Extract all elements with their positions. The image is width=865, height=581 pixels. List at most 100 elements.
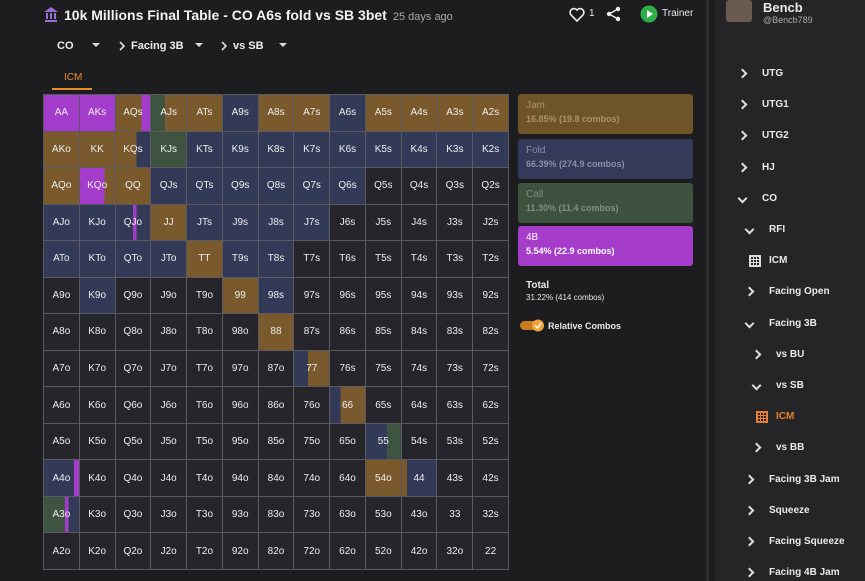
- hand-cell[interactable]: KJo: [78, 203, 116, 242]
- hand-cell[interactable]: K8o: [78, 313, 116, 351]
- hand-cell[interactable]: JTo: [150, 240, 188, 278]
- hand-cell[interactable]: AJs: [150, 94, 188, 132]
- hand-cell[interactable]: 32o: [436, 532, 474, 570]
- hand-cell[interactable]: KK: [78, 130, 116, 169]
- hand-cell[interactable]: 43s: [436, 459, 474, 497]
- hand-cell[interactable]: 42s: [472, 459, 509, 497]
- hand-cell[interactable]: ATs: [186, 94, 223, 132]
- hand-cell[interactable]: J4o: [150, 459, 188, 497]
- hand-cell[interactable]: 87o: [257, 349, 295, 388]
- hand-cell[interactable]: 72s: [472, 349, 509, 388]
- hand-cell[interactable]: 97s: [293, 276, 331, 315]
- hand-cell[interactable]: T9s: [221, 240, 259, 278]
- hand-cell[interactable]: 95o: [221, 422, 259, 461]
- sidebar-item[interactable]: UTG: [762, 68, 784, 79]
- hand-cell[interactable]: KQo: [78, 167, 116, 205]
- hand-cell[interactable]: Q6o: [114, 386, 152, 424]
- hand-cell[interactable]: JJ: [150, 203, 188, 242]
- hand-cell[interactable]: K7s: [293, 130, 331, 169]
- hand-cell[interactable]: Q9o: [114, 276, 152, 315]
- hand-cell[interactable]: A6o: [43, 386, 80, 424]
- trainer-label[interactable]: Trainer: [662, 8, 694, 19]
- hand-cell[interactable]: K5s: [364, 130, 402, 169]
- hand-cell[interactable]: 77: [293, 349, 331, 388]
- hand-cell[interactable]: JTs: [186, 203, 223, 242]
- sidebar-item[interactable]: UTG2: [762, 130, 789, 142]
- hand-cell[interactable]: Q4s: [400, 167, 438, 205]
- hand-cell[interactable]: 86o: [257, 386, 295, 424]
- hand-cell[interactable]: J3s: [436, 203, 474, 242]
- hand-cell[interactable]: 94o: [221, 459, 259, 497]
- hand-cell[interactable]: TT: [186, 240, 223, 278]
- hand-cell[interactable]: 65s: [364, 386, 402, 424]
- hand-cell[interactable]: 75s: [364, 349, 402, 388]
- filter[interactable]: Facing 3B: [131, 40, 184, 52]
- hand-cell[interactable]: Q8o: [114, 313, 152, 351]
- toggle[interactable]: [520, 319, 546, 332]
- hand-cell[interactable]: K8s: [257, 130, 295, 169]
- hand-cell[interactable]: K6o: [78, 386, 116, 424]
- hand-cell[interactable]: A9s: [221, 94, 259, 132]
- sidebar-item[interactable]: ICM: [776, 411, 795, 423]
- sidebar-item[interactable]: ICM: [769, 255, 788, 267]
- hand-cell[interactable]: 73s: [436, 349, 474, 388]
- hand-cell[interactable]: Q2o: [114, 532, 152, 570]
- sidebar-item[interactable]: RFI: [769, 224, 786, 235]
- hand-cell[interactable]: A8s: [257, 94, 295, 132]
- sidebar-item[interactable]: Facing 3B Jam: [769, 473, 840, 485]
- hand-cell[interactable]: J7s: [293, 203, 331, 242]
- hand-cell[interactable]: 53o: [364, 495, 402, 534]
- action-box[interactable]: Call 11.30% (11.4 combos): [518, 183, 693, 223]
- hand-cell[interactable]: 62s: [472, 386, 509, 424]
- hand-cell[interactable]: 72o: [293, 532, 331, 570]
- hand-cell[interactable]: K6s: [329, 130, 366, 169]
- hand-cell[interactable]: Q9s: [221, 167, 259, 205]
- hand-cell[interactable]: A2o: [43, 532, 80, 570]
- hand-cell[interactable]: 54o: [364, 459, 402, 497]
- hand-cell[interactable]: Q3o: [114, 495, 152, 534]
- hand-cell[interactable]: 87s: [293, 313, 331, 351]
- hand-cell[interactable]: ATo: [43, 240, 80, 278]
- hand-cell[interactable]: 85o: [257, 422, 295, 461]
- hand-cell[interactable]: 93o: [221, 495, 259, 534]
- hand-cell[interactable]: T2s: [472, 240, 509, 278]
- hand-cell[interactable]: 66: [329, 386, 366, 424]
- hand-cell[interactable]: KTs: [186, 130, 223, 169]
- hand-cell[interactable]: T5s: [364, 240, 402, 278]
- hand-cell[interactable]: 83o: [257, 495, 295, 534]
- hand-cell[interactable]: KJs: [150, 130, 188, 169]
- hand-cell[interactable]: AQs: [114, 94, 152, 132]
- hand-cell[interactable]: A8o: [43, 313, 80, 351]
- hand-cell[interactable]: QJs: [150, 167, 188, 205]
- hand-cell[interactable]: 98s: [257, 276, 295, 315]
- filter[interactable]: CO: [57, 40, 74, 52]
- hand-cell[interactable]: A4o: [43, 459, 80, 497]
- hand-cell[interactable]: K2s: [472, 130, 509, 169]
- hand-cell[interactable]: J3o: [150, 495, 188, 534]
- hand-cell[interactable]: A3s: [436, 94, 474, 132]
- hand-cell[interactable]: 92o: [221, 532, 259, 570]
- hand-cell[interactable]: 83s: [436, 313, 474, 351]
- hand-cell[interactable]: 54s: [400, 422, 438, 461]
- action-box[interactable]: Fold 66.39% (274.9 combos): [518, 139, 693, 179]
- sidebar-item[interactable]: vs BU: [776, 348, 805, 360]
- hand-cell[interactable]: J2o: [150, 532, 188, 570]
- hand-cell[interactable]: T3o: [186, 495, 223, 534]
- sidebar-item[interactable]: UTG1: [762, 99, 789, 111]
- hand-cell[interactable]: T7o: [186, 349, 223, 388]
- hand-cell[interactable]: T7s: [293, 240, 331, 278]
- hand-cell[interactable]: A5o: [43, 422, 80, 461]
- hand-cell[interactable]: 44: [400, 459, 438, 497]
- hand-cell[interactable]: Q2s: [472, 167, 509, 205]
- hand-cell[interactable]: 93s: [436, 276, 474, 315]
- hand-cell[interactable]: J5o: [150, 422, 188, 461]
- filter[interactable]: vs SB: [233, 40, 264, 52]
- hand-cell[interactable]: A9o: [43, 276, 80, 315]
- sidebar-item[interactable]: HJ: [762, 161, 775, 173]
- hand-cell[interactable]: AJo: [43, 203, 80, 242]
- sidebar-item[interactable]: CO: [762, 192, 777, 204]
- hand-cell[interactable]: T2o: [186, 532, 223, 570]
- hand-cell[interactable]: A2s: [472, 94, 509, 132]
- sidebar-item[interactable]: vs SB: [776, 380, 804, 391]
- hand-cell[interactable]: 84s: [400, 313, 438, 351]
